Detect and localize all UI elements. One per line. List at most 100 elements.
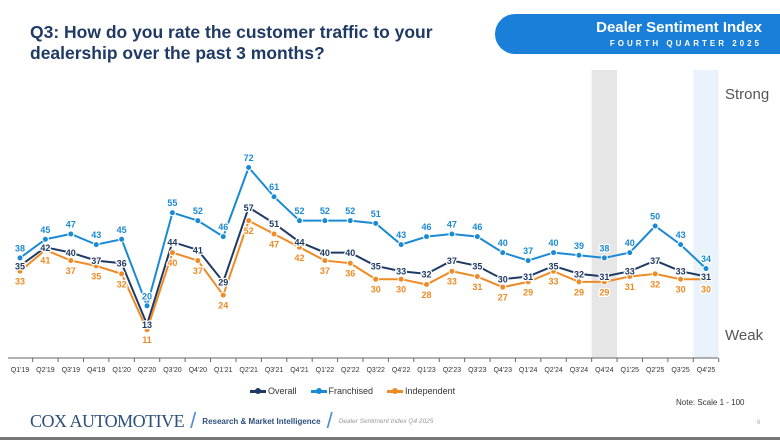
data-label: 61 [269, 182, 279, 192]
legend-swatch-icon [387, 387, 404, 394]
data-label: 44 [294, 237, 304, 247]
data-label: 34 [701, 254, 711, 264]
series-line-overall [19, 205, 707, 328]
data-point [194, 217, 202, 225]
x-tick-label: Q2'22 [341, 367, 360, 374]
data-label: 40 [167, 258, 177, 268]
data-point [295, 217, 303, 225]
data-label: 52 [320, 206, 330, 216]
data-point [194, 257, 202, 265]
data-label: 35 [472, 261, 482, 271]
banner-subtitle: FOURTH QUARTER 2025 [609, 39, 762, 48]
data-label: 43 [676, 230, 686, 240]
data-point [92, 241, 100, 249]
data-point [194, 246, 202, 254]
data-point [118, 259, 126, 267]
data-point [600, 254, 608, 262]
data-point [67, 257, 75, 265]
data-label: 40 [320, 248, 330, 258]
page-title: Q3: How do you rate the customer traffic… [30, 22, 433, 63]
data-label: 35 [15, 261, 25, 271]
data-label: 72 [244, 153, 254, 163]
data-point [473, 233, 481, 241]
data-point [118, 270, 126, 278]
data-label: 29 [523, 287, 533, 297]
data-point [677, 267, 685, 275]
data-label: 24 [218, 301, 228, 311]
data-point [575, 278, 583, 286]
data-label: 37 [523, 246, 533, 256]
data-label: 57 [244, 203, 254, 213]
data-label: 29 [574, 287, 584, 297]
data-label: 20 [142, 291, 152, 301]
data-label: 43 [396, 230, 406, 240]
x-tick-label: Q4'20 [189, 367, 208, 374]
legend: Overall Franchised Independent [250, 386, 455, 396]
data-label: 46 [472, 222, 482, 232]
x-tick-label: Q4'24 [595, 367, 614, 374]
data-label: 46 [218, 222, 228, 232]
data-label: 41 [193, 245, 203, 255]
data-point [626, 249, 634, 257]
data-point [219, 233, 227, 241]
x-tick-label: Q4'25 [697, 367, 716, 374]
data-label: 33 [15, 277, 25, 287]
data-label: 46 [422, 222, 432, 232]
data-label: 30 [498, 275, 508, 285]
data-point [448, 230, 456, 238]
data-point [321, 249, 329, 257]
data-label: 45 [117, 225, 127, 235]
x-tick-label: Q3'25 [671, 367, 690, 374]
data-label: 43 [91, 230, 101, 240]
data-label: 40 [498, 238, 508, 248]
data-label: 35 [549, 261, 559, 271]
data-point [423, 233, 431, 241]
data-point [67, 249, 75, 257]
data-point [702, 275, 710, 283]
banner-title: Dealer Sentiment Index [596, 19, 762, 36]
data-point [626, 273, 634, 281]
data-label: 33 [625, 267, 635, 277]
highlight-band [591, 70, 618, 358]
data-point [397, 241, 405, 249]
data-point [346, 249, 354, 257]
x-tick-label: Q3'20 [163, 367, 182, 374]
data-label: 33 [676, 267, 686, 277]
data-point [92, 262, 100, 270]
data-point [448, 267, 456, 275]
data-label: 31 [472, 282, 482, 292]
data-point [651, 270, 659, 278]
data-label: 42 [294, 253, 304, 263]
data-label: 52 [244, 226, 254, 236]
data-label: 37 [66, 266, 76, 276]
data-label: 51 [269, 219, 279, 229]
data-point [575, 251, 583, 259]
data-point [372, 219, 380, 227]
data-label: 40 [625, 238, 635, 248]
cox-automotive-logo: COX AUTOMOTIVE [30, 410, 185, 431]
data-label: 33 [396, 267, 406, 277]
data-point [67, 230, 75, 238]
data-point [143, 302, 151, 310]
data-point [499, 283, 507, 291]
data-point [346, 259, 354, 267]
strong-label: Strong [725, 86, 770, 103]
data-point [550, 249, 558, 257]
data-point [168, 209, 176, 217]
data-label: 32 [117, 279, 127, 289]
x-tick-label: Q4'21 [290, 367, 309, 374]
data-label: 32 [422, 269, 432, 279]
data-point [41, 235, 49, 243]
x-tick-label: Q3'22 [366, 367, 385, 374]
x-tick-label: Q3'19 [62, 367, 81, 374]
data-label: 36 [117, 259, 127, 269]
data-label: 33 [447, 277, 457, 287]
report-name: Dealer Sentiment Index Q4 2025 [338, 417, 434, 425]
data-label: 39 [574, 241, 584, 251]
data-label: 35 [371, 261, 381, 271]
data-label: 40 [66, 248, 76, 258]
data-label: 37 [447, 256, 457, 266]
data-label: 51 [371, 209, 381, 219]
legend-item-franchised: Franchised [310, 386, 373, 396]
data-label: 45 [40, 225, 50, 235]
